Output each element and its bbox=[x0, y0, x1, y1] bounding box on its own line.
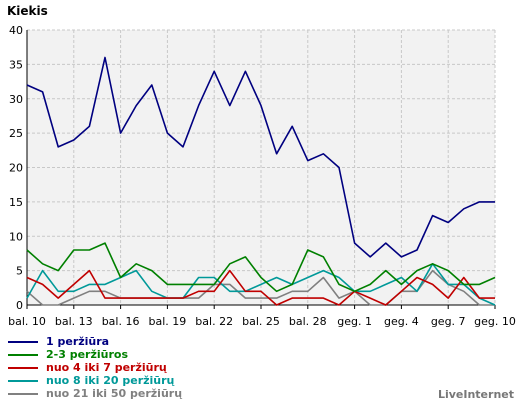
y-tick-label: 30 bbox=[9, 93, 23, 106]
y-tick-label: 15 bbox=[9, 196, 23, 209]
series-line-2 bbox=[26, 269, 495, 306]
y-tick-label: 20 bbox=[9, 162, 23, 175]
x-tick-label: geg. 10 bbox=[474, 315, 516, 328]
line-chart: 0 5 10 15 20 25 30 35 40 bal. 10 bal. 13 bal. 16 bal… bbox=[8, 24, 516, 328]
legend-swatch bbox=[8, 341, 38, 343]
legend-swatch bbox=[8, 393, 38, 395]
x-tick-label: bal. 16 bbox=[102, 315, 140, 328]
x-tick-label: bal. 28 bbox=[289, 315, 327, 328]
chart-title: Kiekis bbox=[7, 4, 48, 18]
legend-swatch bbox=[8, 367, 38, 369]
series-line-3 bbox=[26, 262, 496, 306]
legend-label: nuo 4 iki 7 peržiūrų bbox=[46, 361, 167, 374]
x-tick-label: geg. 4 bbox=[384, 315, 419, 328]
x-tick-label: bal. 25 bbox=[242, 315, 280, 328]
x-tick-label: bal. 22 bbox=[195, 315, 233, 328]
x-tick-label: bal. 13 bbox=[55, 315, 93, 328]
x-tick-label: bal. 19 bbox=[149, 315, 187, 328]
y-tick-label: 5 bbox=[16, 265, 23, 278]
y-tick-label: 40 bbox=[9, 24, 23, 37]
y-tick-label: 0 bbox=[16, 299, 23, 312]
legend-label: 1 peržiūra bbox=[46, 335, 110, 348]
legend-label: nuo 8 iki 20 peržiūrų bbox=[46, 374, 175, 387]
series-line-1 bbox=[26, 242, 496, 293]
brand-label: LiveInternet bbox=[437, 388, 514, 401]
x-tick-label: geg. 1 bbox=[337, 315, 372, 328]
legend-swatch bbox=[8, 380, 38, 382]
y-tick-label: 35 bbox=[9, 58, 23, 71]
y-tick-label: 25 bbox=[9, 127, 23, 140]
legend-label: nuo 21 iki 50 peržiūrų bbox=[46, 387, 183, 400]
legend-swatch bbox=[8, 354, 38, 356]
legend-label: 2-3 peržiūros bbox=[46, 348, 128, 361]
series-line-0 bbox=[26, 56, 495, 258]
x-tick-label: geg. 7 bbox=[431, 315, 466, 328]
x-tick-label: bal. 10 bbox=[8, 315, 46, 328]
y-tick-label: 10 bbox=[9, 230, 23, 243]
